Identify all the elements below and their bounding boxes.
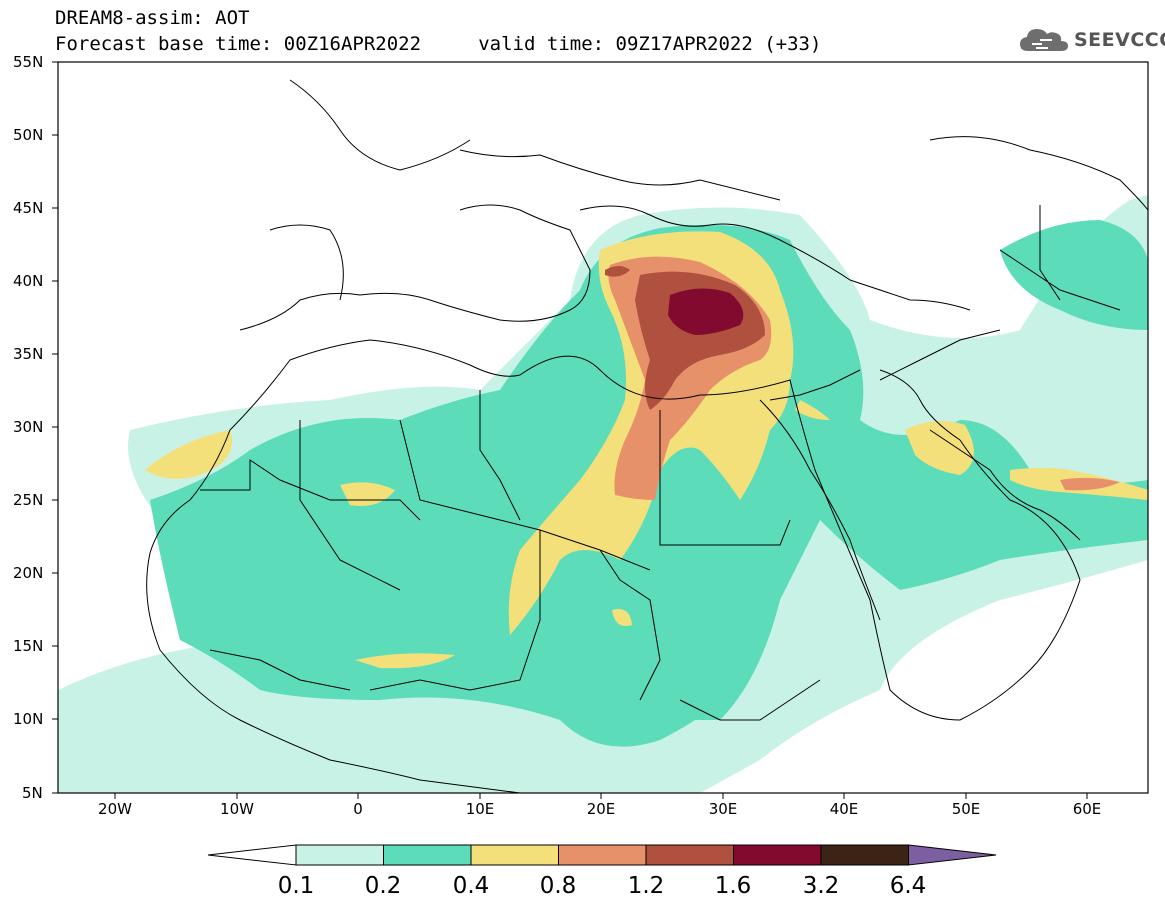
lat-label: 35N bbox=[13, 345, 44, 363]
colorbar-swatch bbox=[820, 844, 909, 866]
lon-label: 60E bbox=[1072, 800, 1102, 818]
coastlines-borders bbox=[146, 79, 1148, 793]
lat-label: 5N bbox=[22, 784, 43, 802]
map-title: DREAM8-assim: AOT bbox=[55, 7, 250, 29]
lon-label: 20W bbox=[98, 800, 132, 818]
colorbar-label: 0.1 bbox=[277, 873, 315, 899]
lat-label: 10N bbox=[13, 710, 44, 728]
aot-band-1.6-3.2 bbox=[668, 288, 744, 335]
colorbar-label: 0.8 bbox=[539, 873, 577, 899]
lon-label: 30E bbox=[708, 800, 738, 818]
colorbar-swatch bbox=[470, 844, 559, 866]
axis-ticks bbox=[52, 61, 1088, 799]
lat-label: 40N bbox=[13, 272, 44, 290]
lat-label: 15N bbox=[13, 637, 44, 655]
colorbar-label: 0.4 bbox=[452, 873, 490, 899]
lat-label: 50N bbox=[13, 126, 44, 144]
lat-label: 45N bbox=[13, 199, 44, 217]
colorbar bbox=[207, 844, 997, 866]
colorbar-swatch bbox=[645, 844, 734, 866]
lat-label: 55N bbox=[13, 53, 44, 71]
colorbar-swatch bbox=[295, 844, 384, 866]
lon-label: 10E bbox=[465, 800, 495, 818]
lat-label: 20N bbox=[13, 564, 44, 582]
lat-label: 30N bbox=[13, 418, 44, 436]
seevccc-logo: SEEVCCC bbox=[1018, 25, 1165, 55]
colorbar-label: 1.2 bbox=[627, 873, 665, 899]
lon-label: 0 bbox=[353, 800, 363, 818]
aot-contour-layers bbox=[58, 195, 1148, 793]
cloud-logo-icon bbox=[1020, 29, 1068, 51]
lon-label: 10W bbox=[220, 800, 254, 818]
colorbar-high-arrow bbox=[908, 844, 997, 866]
lon-label: 40E bbox=[829, 800, 859, 818]
colorbar-label: 6.4 bbox=[889, 873, 927, 899]
colorbar-swatch bbox=[383, 844, 472, 866]
lon-label: 50E bbox=[951, 800, 981, 818]
colorbar-swatch bbox=[733, 844, 822, 866]
logo-text: SEEVCCC bbox=[1074, 29, 1165, 51]
lon-label: 20E bbox=[586, 800, 616, 818]
colorbar-swatch bbox=[558, 844, 647, 866]
colorbar-low-arrow bbox=[207, 844, 297, 866]
colorbar-label: 3.2 bbox=[802, 873, 840, 899]
colorbar-label: 0.2 bbox=[364, 873, 402, 899]
lat-label: 25N bbox=[13, 491, 44, 509]
colorbar-label: 1.6 bbox=[714, 873, 752, 899]
forecast-time-info: Forecast base time: 00Z16APR2022 valid t… bbox=[55, 33, 822, 55]
